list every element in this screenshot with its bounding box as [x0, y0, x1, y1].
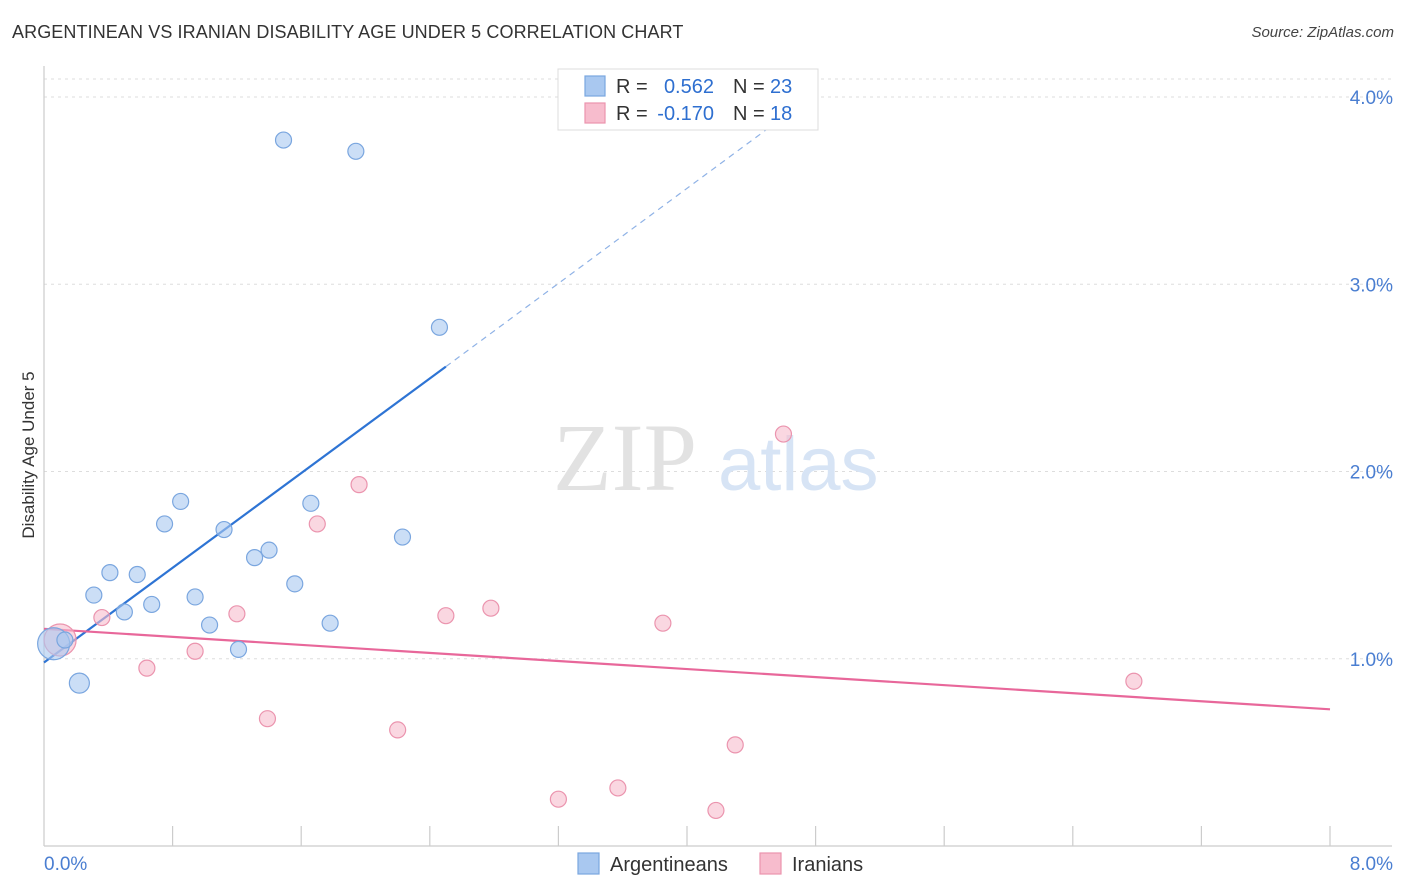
legend-bottom-label-iranians[interactable]: Iranians [792, 854, 863, 876]
gridlines [44, 78, 1392, 660]
trend-lines [43, 92, 1331, 711]
point-iranians [726, 736, 744, 754]
legend-r-label-2: R = [616, 103, 648, 125]
legend-n-label-1: N = [733, 76, 765, 98]
y-tick-label: 4.0% [1350, 88, 1393, 109]
point-iranians [186, 642, 204, 660]
point-argentineans [260, 541, 278, 559]
legend-r-label-1: R = [616, 76, 648, 98]
watermark-atlas: atlas [718, 422, 879, 507]
legend-n-label-2: N = [733, 103, 765, 125]
data-points [37, 131, 1143, 820]
point-iranians [138, 659, 156, 677]
y-tick-label: 2.0% [1350, 463, 1393, 484]
point-argentineans [68, 672, 90, 694]
point-argentineans [347, 142, 365, 160]
y-axis-title-group: Disability Age Under 5 [19, 371, 38, 538]
point-argentineans [245, 549, 264, 567]
point-argentineans [274, 131, 293, 149]
point-argentineans [155, 515, 174, 533]
point-argentineans [430, 318, 449, 336]
point-iranians [774, 425, 793, 443]
point-argentineans [85, 586, 103, 604]
point-argentineans [321, 614, 339, 632]
y-axis-title: Disability Age Under 5 [19, 371, 38, 538]
watermark-zip: ZIP [553, 404, 697, 511]
point-iranians [549, 790, 568, 808]
legend-swatch-iranians [584, 102, 606, 124]
trend-line-iranians [43, 627, 1331, 711]
legend-r-value-1: 0.562 [664, 76, 714, 98]
x-tick-label: 0.0% [44, 854, 87, 875]
correlation-legend: R = 0.562 N = 23 R = -0.170 N = 18 [557, 68, 819, 131]
point-iranians [389, 721, 407, 739]
legend-bottom-swatch-iranians[interactable] [759, 852, 782, 875]
legend-bottom-label-argentineans[interactable]: Argentineans [610, 854, 728, 876]
point-argentineans [143, 595, 161, 614]
point-argentineans [172, 492, 190, 511]
point-argentineans [229, 640, 248, 658]
point-argentineans [302, 494, 320, 512]
legend-swatch-argentineans [584, 75, 606, 97]
point-iranians [350, 476, 368, 494]
point-argentineans [215, 520, 233, 539]
point-iranians [93, 608, 111, 627]
point-iranians [308, 515, 326, 533]
axes: 1.0% 2.0% 3.0% 4.0% 0.0% 8.0% [43, 66, 1393, 875]
legend-r-value-2: -0.170 [657, 103, 714, 125]
point-argentineans [186, 588, 204, 606]
trend-line-argentineans [43, 365, 447, 664]
chart-source: Source: ZipAtlas.com [1251, 24, 1394, 41]
point-iranians [654, 614, 672, 632]
point-argentineans [200, 616, 219, 634]
legend-n-value-1: 23 [770, 76, 792, 98]
chart-title: ARGENTINEAN VS IRANIAN DISABILITY AGE UN… [12, 22, 684, 42]
point-iranians [482, 599, 500, 617]
watermark: ZIP atlas [553, 404, 879, 511]
y-tick-label: 1.0% [1350, 650, 1393, 671]
x-tick-label: 8.0% [1350, 854, 1393, 875]
point-iranians [609, 779, 627, 797]
point-argentineans [128, 565, 146, 584]
point-argentineans [56, 631, 74, 649]
point-iranians [228, 605, 246, 623]
point-iranians [258, 710, 277, 728]
legend-n-value-2: 18 [770, 103, 792, 125]
point-iranians [707, 801, 725, 820]
point-argentineans [393, 528, 412, 546]
point-argentineans [286, 575, 304, 593]
point-argentineans [101, 564, 119, 582]
y-tick-label: 3.0% [1350, 275, 1393, 296]
point-argentineans [115, 603, 133, 621]
series-legend: Argentineans Iranians [577, 852, 863, 876]
trend-line-argentineans-extrapolated [445, 92, 816, 368]
legend-bottom-swatch-argentineans[interactable] [577, 852, 600, 875]
point-iranians [1125, 672, 1143, 690]
point-iranians [437, 607, 455, 625]
